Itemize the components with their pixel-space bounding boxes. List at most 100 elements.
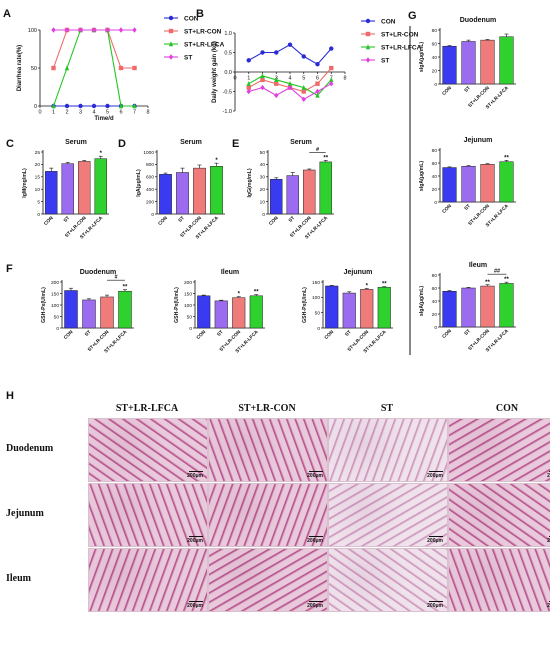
y-tick-label: 0	[262, 212, 265, 218]
histology-image: 200μm	[88, 483, 208, 547]
y-tick-label: 600	[146, 175, 154, 181]
data-point	[301, 96, 306, 102]
data-point	[118, 103, 124, 109]
histology-column-label: ST+LR-CON	[238, 403, 296, 414]
scale-label: 200μm	[547, 603, 550, 609]
y-tick-label: 20	[432, 68, 438, 74]
data-point	[51, 27, 56, 33]
y-tick-label: 60	[432, 161, 438, 167]
chart-title: Serum	[180, 139, 202, 146]
bar	[325, 285, 339, 329]
y-axis-label: GSH-Px(U/mL)	[174, 287, 180, 323]
scale-bar	[429, 536, 443, 537]
y-tick-label: 60	[432, 41, 438, 47]
significance-mark: *	[238, 292, 241, 298]
scale-bar	[189, 536, 203, 537]
data-point	[64, 103, 70, 109]
y-tick-label: 50	[31, 66, 37, 72]
legend-label: ST+LR-CON	[381, 32, 419, 39]
scale-label: 200μm	[307, 538, 323, 544]
legend-label: ST+LR-LFCA	[184, 42, 225, 49]
x-tick-label: 6	[316, 76, 319, 82]
scale-label: 200μm	[307, 473, 323, 479]
bar	[303, 169, 316, 215]
bar	[176, 172, 189, 215]
y-axis-label: Diarrhea rate(%)	[17, 45, 23, 91]
y-tick-label: 0	[189, 326, 192, 332]
data-point	[118, 65, 124, 71]
significance-mark: **	[323, 155, 328, 161]
histology-image: 200μm	[88, 548, 208, 612]
y-tick-label: 800	[146, 162, 154, 168]
x-tick-label: 6	[119, 110, 122, 116]
data-point	[246, 58, 251, 63]
bracket-label: ##	[494, 269, 500, 275]
legend-label: ST+LR-CON	[184, 29, 222, 36]
data-point	[64, 27, 70, 33]
scale-label: 200μm	[427, 473, 443, 479]
data-point	[301, 84, 306, 90]
x-tick-label: 5	[106, 110, 109, 116]
bar	[193, 167, 206, 215]
chart-title: Serum	[65, 139, 87, 146]
y-tick-label: 80	[432, 148, 438, 154]
y-tick-label: 200	[146, 199, 154, 205]
bar	[442, 291, 457, 328]
legend-label: ST	[381, 58, 389, 65]
data-point	[260, 50, 265, 55]
y-tick-label: -0.5	[223, 90, 232, 96]
y-tick-label: 100	[51, 303, 59, 309]
data-point	[246, 85, 251, 90]
bar	[94, 158, 107, 215]
y-tick-label: 0	[151, 212, 154, 218]
y-tick-label: 150	[312, 280, 320, 286]
category-label: ST	[216, 329, 225, 338]
x-tick-label: 8	[146, 110, 149, 116]
category-label: CON	[441, 203, 453, 215]
y-tick-label: 150	[184, 291, 192, 297]
data-point	[287, 84, 293, 91]
chart-title: Jejunum	[344, 269, 373, 276]
x-tick-label: 2	[65, 110, 68, 116]
y-tick-label: 15	[35, 175, 41, 181]
bar	[442, 45, 457, 85]
bracket-label: #	[316, 147, 319, 153]
category-label: ST	[344, 329, 353, 338]
legend-label: CON	[381, 19, 396, 26]
data-point	[64, 65, 70, 71]
y-axis-label: sIgA(μg/mL)	[419, 42, 425, 73]
y-tick-label: 5	[37, 199, 40, 205]
y-tick-label: 40	[432, 174, 438, 180]
data-point	[329, 81, 334, 87]
bar	[118, 290, 132, 329]
category-label: ST	[463, 328, 472, 337]
y-tick-label: 100	[28, 28, 37, 34]
bar	[78, 161, 91, 215]
data-point	[329, 65, 334, 71]
scale-bar	[189, 471, 203, 472]
y-tick-label: 40	[260, 162, 266, 168]
bar	[480, 39, 495, 85]
histology-image: 200μm	[208, 483, 328, 547]
legend-marker	[168, 15, 174, 21]
category-label: ST	[63, 215, 72, 224]
significance-mark: **	[254, 290, 259, 296]
y-axis-label: Daily weight gain (kg)	[212, 41, 218, 103]
data-point	[78, 103, 83, 109]
bar	[100, 296, 114, 329]
bar	[499, 161, 514, 203]
histology-row-label: Ileum	[6, 573, 31, 584]
y-tick-label: -1.0	[223, 109, 232, 115]
bar	[499, 36, 514, 85]
significance-mark: **	[123, 285, 128, 291]
data-point	[51, 65, 56, 71]
y-tick-label: 0	[434, 82, 437, 88]
chart-title: Duodenum	[80, 269, 117, 276]
panel-letter-h: H	[6, 390, 14, 402]
histology-column-label: ST	[380, 403, 394, 414]
bar	[197, 295, 211, 329]
category-label: CON	[195, 329, 207, 341]
y-axis-label: IgA(μg/mL)	[136, 169, 142, 197]
data-point	[132, 103, 137, 109]
